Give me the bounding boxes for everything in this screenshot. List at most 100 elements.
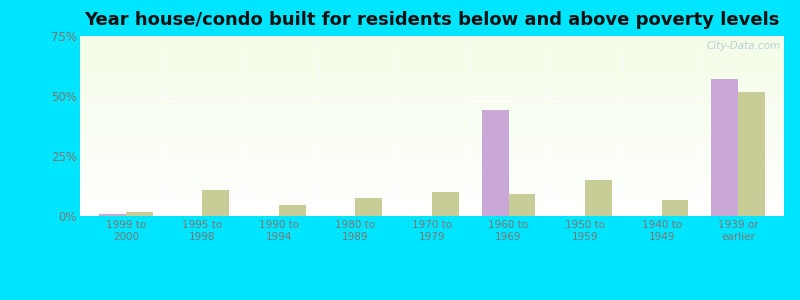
Bar	[80, 81, 784, 82]
Bar	[80, 65, 784, 66]
Bar	[80, 206, 784, 207]
Bar	[80, 148, 784, 149]
Bar	[509, 194, 535, 216]
Bar	[80, 213, 784, 214]
Bar	[80, 63, 784, 64]
Bar	[80, 140, 784, 141]
Bar	[80, 177, 784, 178]
Bar	[80, 123, 784, 124]
Bar	[80, 39, 784, 40]
Bar	[80, 161, 784, 162]
Bar	[80, 42, 784, 43]
Bar	[80, 118, 784, 119]
Bar	[80, 94, 784, 95]
Bar	[80, 115, 784, 116]
Bar	[80, 204, 784, 205]
Bar	[80, 205, 784, 206]
Bar	[80, 104, 784, 105]
Bar	[80, 82, 784, 83]
Bar	[80, 164, 784, 165]
Bar	[80, 131, 784, 132]
Bar	[80, 170, 784, 171]
Bar	[80, 178, 784, 179]
Bar	[80, 59, 784, 60]
Bar	[80, 101, 784, 102]
Bar	[80, 56, 784, 57]
Bar	[80, 181, 784, 182]
Bar	[80, 187, 784, 188]
Bar	[80, 201, 784, 202]
Bar	[80, 152, 784, 153]
Bar	[80, 85, 784, 86]
Bar	[80, 132, 784, 133]
Bar	[80, 92, 784, 93]
Bar	[80, 192, 784, 193]
Bar	[80, 113, 784, 114]
Bar	[126, 212, 153, 216]
Bar	[80, 135, 784, 136]
Bar	[80, 117, 784, 118]
Bar	[80, 208, 784, 209]
Bar	[80, 97, 784, 98]
Bar	[80, 209, 784, 210]
Bar	[80, 183, 784, 184]
Bar	[80, 53, 784, 54]
Bar	[80, 109, 784, 110]
Bar	[80, 48, 784, 49]
Bar	[80, 185, 784, 186]
Bar	[80, 175, 784, 176]
Bar	[80, 184, 784, 185]
Bar	[80, 166, 784, 167]
Bar	[80, 108, 784, 109]
Bar	[80, 124, 784, 125]
Bar	[80, 57, 784, 58]
Bar	[80, 41, 784, 42]
Bar	[80, 66, 784, 67]
Bar	[279, 205, 306, 216]
Bar	[80, 210, 784, 211]
Bar	[80, 61, 784, 62]
Bar	[80, 196, 784, 197]
Bar	[80, 103, 784, 104]
Bar	[80, 174, 784, 175]
Bar	[80, 71, 784, 72]
Bar	[80, 191, 784, 192]
Bar	[80, 128, 784, 129]
Bar	[80, 83, 784, 84]
Bar	[80, 160, 784, 161]
Bar	[80, 78, 784, 79]
Bar	[80, 169, 784, 170]
Bar	[80, 62, 784, 63]
Bar	[80, 199, 784, 200]
Bar	[80, 145, 784, 146]
Bar	[738, 92, 765, 216]
Bar	[80, 163, 784, 164]
Bar	[80, 139, 784, 140]
Bar	[80, 142, 784, 143]
Bar	[80, 137, 784, 138]
Bar	[80, 45, 784, 46]
Bar	[80, 90, 784, 91]
Bar	[80, 100, 784, 101]
Bar	[80, 36, 784, 37]
Bar	[80, 200, 784, 201]
Bar	[585, 180, 612, 216]
Bar	[662, 200, 688, 216]
Bar	[80, 38, 784, 39]
Bar	[80, 144, 784, 145]
Bar	[80, 189, 784, 190]
Bar	[80, 91, 784, 92]
Bar	[80, 86, 784, 87]
Bar	[80, 80, 784, 81]
Bar	[80, 186, 784, 187]
Bar	[80, 162, 784, 163]
Bar	[355, 198, 382, 216]
Bar	[80, 79, 784, 80]
Bar	[80, 157, 784, 158]
Bar	[80, 68, 784, 69]
Bar	[80, 98, 784, 99]
Bar	[80, 49, 784, 50]
Text: City-Data.com: City-Data.com	[706, 41, 781, 51]
Bar	[80, 121, 784, 122]
Bar	[80, 195, 784, 196]
